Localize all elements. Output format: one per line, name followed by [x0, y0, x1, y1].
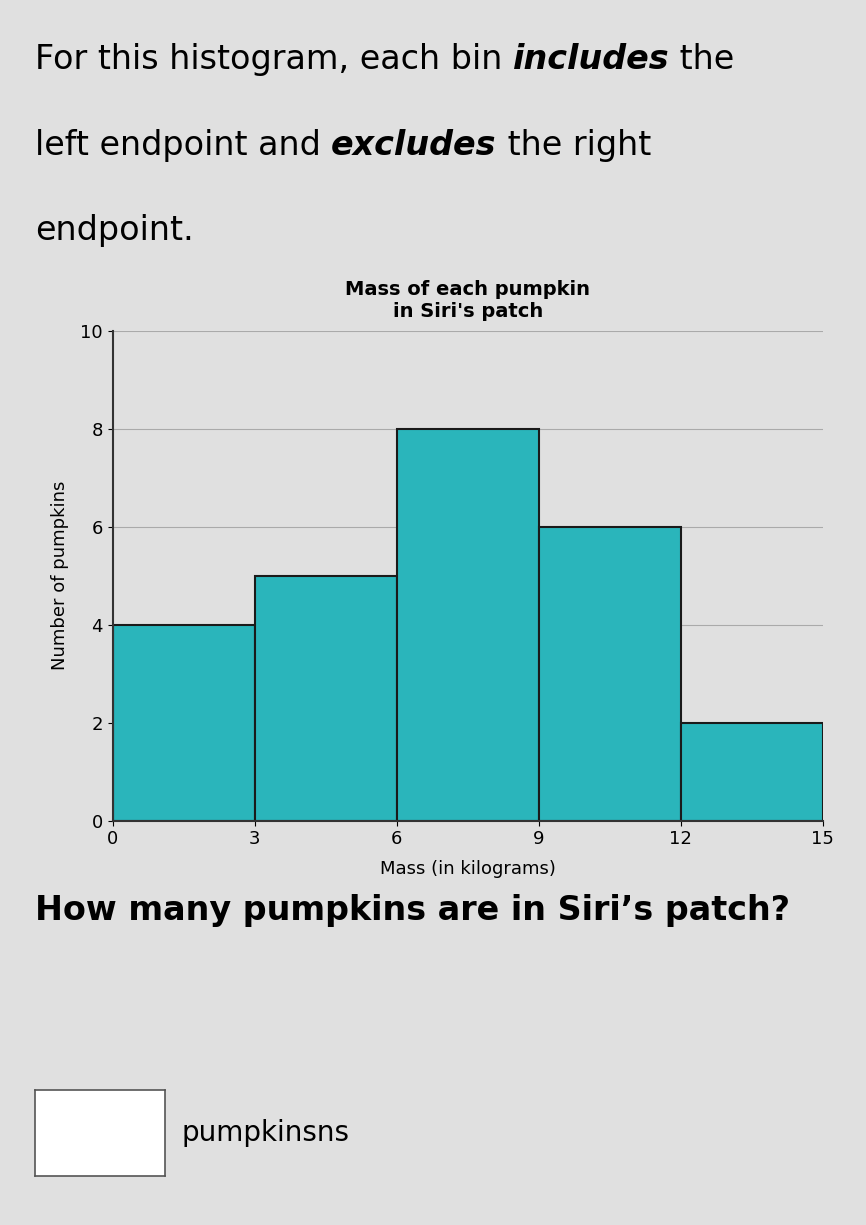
Bar [397, 429, 539, 821]
Text: left endpoint and: left endpoint and [35, 129, 331, 162]
Text: pumpkinsns: pumpkinsns [182, 1120, 350, 1147]
Text: For this histogram, each bin: For this histogram, each bin [35, 43, 513, 76]
Y-axis label: Number of pumpkins: Number of pumpkins [51, 481, 69, 670]
X-axis label: Mass (in kilograms): Mass (in kilograms) [379, 860, 556, 877]
Title: Mass of each pumpkin
in Siri's patch: Mass of each pumpkin in Siri's patch [346, 279, 590, 321]
Text: excludes: excludes [331, 129, 496, 162]
Bar [255, 576, 397, 821]
Bar [681, 723, 823, 821]
Text: includes: includes [513, 43, 669, 76]
Bar [539, 527, 681, 821]
Text: the right: the right [496, 129, 651, 162]
Text: How many pumpkins are in Siri’s patch?: How many pumpkins are in Siri’s patch? [35, 894, 790, 927]
Text: endpoint.: endpoint. [35, 214, 193, 247]
Text: the: the [669, 43, 734, 76]
Bar [113, 625, 255, 821]
